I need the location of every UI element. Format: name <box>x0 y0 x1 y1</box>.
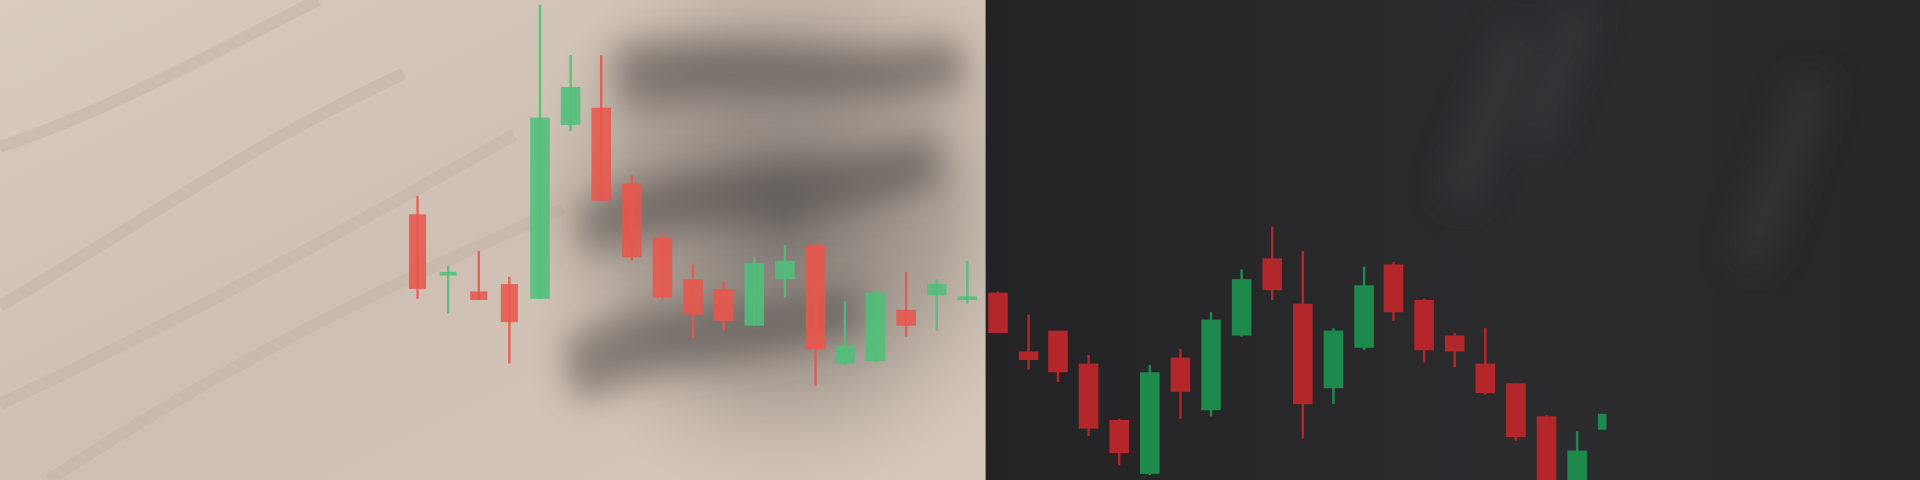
candle-body <box>1597 413 1607 430</box>
candle-body <box>1323 330 1344 389</box>
candle-body <box>1293 303 1313 405</box>
wick <box>477 251 480 300</box>
candle-body <box>500 284 518 323</box>
wick <box>1027 314 1030 370</box>
candle-body <box>1170 357 1191 392</box>
marble-texture <box>0 0 566 480</box>
candle-body <box>896 309 916 326</box>
candle-body <box>560 86 581 125</box>
candle-body <box>591 107 612 201</box>
wick <box>935 279 938 331</box>
candle-body <box>1444 335 1465 352</box>
candle-body <box>1109 420 1129 454</box>
candlesticks <box>408 4 1607 480</box>
wick <box>843 301 847 365</box>
candle-body <box>530 117 550 299</box>
candle-body <box>805 244 826 349</box>
candle-body <box>713 288 734 321</box>
candle-body <box>439 271 457 276</box>
wick <box>966 260 969 304</box>
leaf-shadows <box>563 36 968 405</box>
candle-body <box>1201 319 1221 411</box>
dark-streaks <box>1439 0 1833 270</box>
candle-body <box>408 214 427 289</box>
candle-body <box>865 292 886 362</box>
candle-body <box>683 279 703 315</box>
candle-body <box>1414 300 1434 351</box>
candle-body <box>1506 383 1526 438</box>
candle-body <box>775 260 795 280</box>
candle-body <box>652 237 673 298</box>
candle-body <box>1231 279 1252 336</box>
candle-body <box>1018 351 1039 360</box>
wick <box>904 271 908 337</box>
candle-body <box>1536 416 1557 480</box>
candle-body <box>1383 264 1404 313</box>
candle-body <box>1567 450 1587 480</box>
candle-body <box>988 292 1008 334</box>
candle-body <box>926 284 947 296</box>
candle-body <box>1078 363 1099 429</box>
candle-body <box>744 263 765 326</box>
candle-body <box>835 345 855 364</box>
candle-body <box>1140 372 1160 474</box>
candle-body <box>1475 363 1496 394</box>
candle-body <box>957 296 978 300</box>
wick <box>446 265 450 314</box>
candle-body <box>1048 330 1068 373</box>
candle-body <box>622 183 642 258</box>
candle-body <box>1262 258 1283 291</box>
wick <box>1484 328 1487 395</box>
candle-body <box>1354 285 1374 348</box>
dark-background <box>985 0 1920 480</box>
candle-body <box>470 291 488 300</box>
